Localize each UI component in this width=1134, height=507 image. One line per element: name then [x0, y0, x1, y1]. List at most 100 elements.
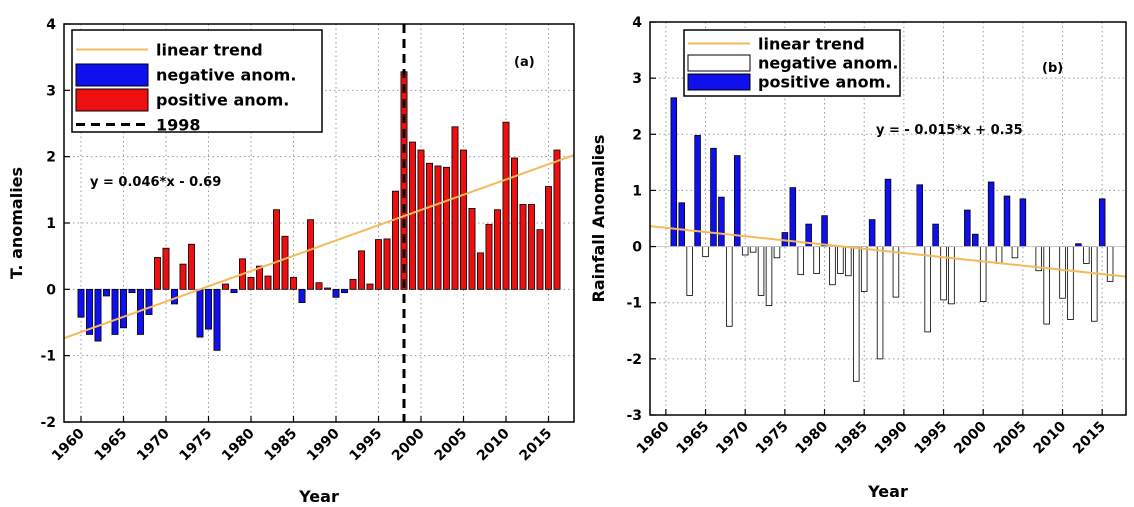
- positive-anomaly-bar: [468, 208, 476, 290]
- legend-label: negative anom.: [156, 66, 296, 85]
- negative-anomaly-bar: [1011, 246, 1019, 259]
- negative-anomaly-bar: [757, 246, 765, 296]
- y-tick-label: -3: [626, 408, 642, 424]
- x-tick-label: 1985: [832, 419, 871, 458]
- negative-anomaly-bar: [979, 246, 987, 302]
- negative-anomaly-bar: [341, 288, 348, 294]
- positive-anomaly-bar: [290, 276, 297, 290]
- y-tick-label: -1: [626, 296, 642, 312]
- negative-anomaly-bar: [145, 288, 153, 315]
- negative-anomaly-bar: [205, 288, 212, 330]
- x-tick-label: 1960: [634, 418, 673, 457]
- negative-anomaly-bar: [171, 288, 178, 305]
- x-tick-label: 1985: [261, 426, 300, 465]
- positive-anomaly-bar: [247, 276, 255, 290]
- x-tick-label: 1980: [792, 418, 831, 457]
- positive-anomaly-bar: [502, 121, 510, 290]
- positive-anomaly-bar: [281, 235, 289, 290]
- positive-anomaly-bar: [485, 223, 493, 290]
- positive-anomaly-bar: [307, 219, 314, 290]
- negative-anomaly-bar: [1083, 246, 1090, 264]
- positive-anomaly-bar: [528, 204, 535, 290]
- positive-anomaly-bar: [718, 196, 725, 247]
- positive-anomaly-bar: [417, 149, 425, 290]
- negative-anomaly-bar: [86, 288, 93, 335]
- positive-anomaly-bar: [932, 223, 939, 247]
- x-tick-label: 1965: [91, 426, 130, 465]
- positive-anomaly-bar: [383, 238, 391, 290]
- positive-anomaly-bar: [511, 157, 518, 290]
- panel-label: (b): [1042, 61, 1063, 76]
- positive-anomaly-bar: [366, 283, 374, 290]
- positive-anomaly-bar: [222, 283, 229, 290]
- negative-anomaly-bar: [829, 246, 836, 286]
- x-tick-label: 1960: [49, 425, 88, 464]
- negative-anomaly-bar: [128, 288, 136, 294]
- trend-line: [650, 225, 1126, 278]
- negative-anomaly-bar: [196, 288, 204, 338]
- y-tick-label: -1: [40, 349, 56, 365]
- y-tick-label: -2: [626, 352, 642, 368]
- negative-anomaly-bar: [749, 246, 757, 253]
- x-tick-label: 1975: [753, 419, 792, 458]
- legend-label: negative anom.: [758, 54, 898, 73]
- negative-anomaly-bar: [797, 246, 804, 276]
- y-tick-label: 0: [632, 240, 642, 256]
- y-axis-label: T. anomalies: [7, 167, 26, 279]
- positive-anomaly-bar: [443, 166, 450, 290]
- positive-anomaly-bar: [358, 250, 365, 290]
- x-tick-label: 2000: [951, 418, 990, 457]
- positive-anomaly-bar: [409, 141, 416, 290]
- positive-anomaly-bar: [162, 247, 170, 290]
- x-tick-label: 1975: [176, 426, 215, 465]
- positive-anomaly-bar: [494, 209, 501, 290]
- negative-anomaly-bar: [876, 246, 884, 360]
- legend-label: linear trend: [758, 35, 865, 54]
- legend-positive-swatch: [687, 73, 751, 91]
- x-tick-label: 2000: [389, 425, 428, 464]
- positive-anomaly-bar: [1019, 198, 1027, 247]
- positive-anomaly-bar: [670, 97, 678, 247]
- positive-anomaly-bar: [460, 149, 467, 290]
- y-tick-label: 3: [46, 83, 56, 99]
- positive-anomaly-bar: [1075, 243, 1082, 247]
- negative-anomaly-bar: [298, 288, 306, 304]
- positive-anomaly-bar: [256, 265, 263, 290]
- negative-anomaly-bar: [702, 246, 709, 258]
- negative-anomaly-bar: [741, 246, 749, 256]
- positive-anomaly-bar: [375, 239, 382, 290]
- x-axis-label: Year: [298, 487, 339, 506]
- legend-label: positive anom.: [156, 91, 289, 110]
- positive-anomaly-bar: [964, 209, 971, 247]
- legend-negative-swatch: [75, 63, 149, 87]
- negative-anomaly-bar: [940, 246, 947, 301]
- negative-anomaly-bar: [948, 246, 955, 305]
- positive-anomaly-bar: [1003, 195, 1011, 247]
- negative-anomaly-bar: [213, 288, 221, 351]
- positive-anomaly-bar: [987, 181, 995, 247]
- negative-anomaly-bar: [726, 246, 733, 327]
- negative-anomaly-bar: [686, 246, 693, 296]
- x-tick-label: 2005: [991, 419, 1030, 458]
- legend-label: positive anom.: [758, 73, 891, 92]
- positive-anomaly-bar: [264, 275, 272, 290]
- positive-anomaly-bar: [434, 165, 442, 290]
- positive-anomaly-bar: [349, 278, 357, 290]
- trend-line: [64, 154, 574, 340]
- positive-anomaly-bar: [694, 135, 701, 247]
- x-tick-label: 2010: [1030, 418, 1069, 457]
- x-tick-label: 2015: [1070, 419, 1109, 458]
- negative-anomaly-bar: [332, 288, 340, 298]
- y-tick-label: 4: [632, 15, 642, 31]
- positive-anomaly-bar: [477, 252, 484, 290]
- x-tick-label: 1995: [346, 426, 385, 465]
- negative-anomaly-bar: [845, 246, 852, 277]
- positive-anomaly-bar: [451, 126, 459, 290]
- legend-positive-swatch: [75, 88, 149, 112]
- trend-equation: y = - 0.015*x + 0.35: [876, 123, 1023, 138]
- negative-anomaly-bar: [103, 288, 110, 297]
- negative-anomaly-bar: [77, 288, 85, 318]
- negative-anomaly-bar: [1067, 246, 1074, 320]
- x-tick-label: 1970: [713, 418, 752, 457]
